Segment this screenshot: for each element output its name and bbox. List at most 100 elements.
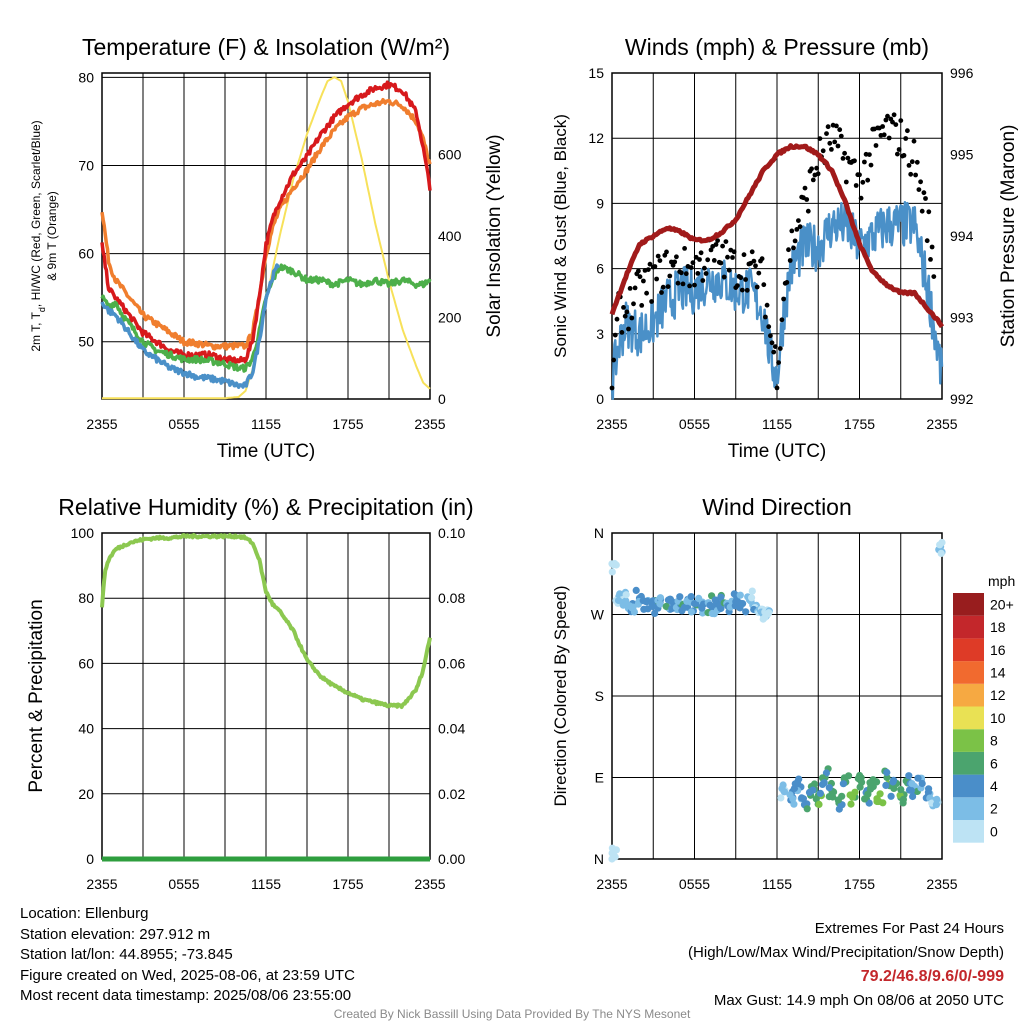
temp-left-tick-label: 50 [78, 334, 94, 350]
gust-point [622, 313, 628, 319]
extremes-title: Extremes For Past 24 Hours [814, 920, 1004, 937]
wind-direction-point [803, 805, 811, 813]
pressure-right-tick-label: 994 [950, 228, 974, 244]
gust-point [924, 238, 930, 244]
legend-label: 14 [990, 664, 1006, 680]
gust-point [835, 143, 841, 149]
temp-series-2m-t [100, 80, 432, 365]
gust-point [873, 143, 879, 148]
gust-point [636, 268, 641, 274]
wind-y-axis-label: Sonic Wind & Gust (Blue, Black) [551, 114, 570, 358]
temp-y-axis-label: 2m T, Td, HI/WC (Red, Green, Scarlet/Blu… [29, 120, 47, 351]
wind-direction-point [748, 587, 756, 595]
gust-point [838, 133, 844, 139]
gust-point [713, 242, 719, 247]
gust-point [834, 123, 839, 129]
gust-point [761, 282, 767, 288]
gust-point [843, 179, 849, 185]
temp-x-tick-label: 0555 [168, 416, 199, 432]
wind-direction-point [812, 795, 820, 803]
wind-direction-point [840, 774, 848, 782]
gust-point [774, 385, 780, 391]
legend-label: 10 [990, 710, 1006, 726]
rh-y-axis-label: Percent & Precipitation [26, 599, 47, 792]
gust-point [637, 274, 643, 280]
gust-point [756, 270, 762, 276]
gust-point [621, 305, 626, 310]
rh-x-tick-label: 1755 [332, 876, 363, 892]
max-gust-text: Max Gust: 14.9 mph On 08/06 at 2050 UTC [713, 992, 1004, 1009]
gust-point [674, 254, 679, 260]
gust-point [810, 177, 816, 183]
gust-point [763, 314, 768, 320]
station-info: Location: Ellenburg Station elevation: 2… [20, 904, 355, 1007]
legend-swatch [953, 593, 984, 616]
dir-x-tick-label: 2355 [596, 876, 627, 892]
wind-direction-point [875, 797, 883, 806]
gust-point [805, 208, 811, 214]
rh-x-tick-label: 0555 [168, 876, 199, 892]
gust-point [702, 265, 707, 271]
gust-point [829, 147, 834, 152]
rh-left-tick-label: 0 [86, 851, 94, 867]
wind-x-tick-label: 1155 [762, 416, 792, 432]
wind-direction-point [825, 784, 833, 792]
rh-x-tick-label: 2355 [86, 876, 117, 892]
wind-direction-point [866, 779, 874, 787]
precip-right-tick-label: 0.10 [438, 525, 465, 541]
gust-point [614, 316, 620, 322]
gust-point [626, 326, 631, 332]
gust-point [824, 131, 829, 137]
gust-point [853, 183, 859, 188]
pressure-right-tick-label: 993 [950, 310, 974, 326]
wind-direction-point [608, 568, 616, 576]
wind-direction-point [882, 781, 890, 790]
gust-point [754, 284, 760, 290]
wind-direction-point [809, 786, 817, 794]
wind-direction-point [777, 794, 785, 802]
gust-point [815, 171, 821, 177]
dir-x-tick-label: 2355 [926, 876, 957, 892]
rh-x-tick-label: 2355 [414, 876, 445, 892]
temp-insolation-right-tick-label: 200 [438, 310, 462, 326]
gust-point [817, 136, 823, 142]
wind-direction-point [933, 795, 941, 804]
wind-direction-point [838, 792, 846, 800]
gust-point [698, 250, 704, 256]
gust-point [794, 227, 800, 232]
gust-point [711, 258, 717, 263]
gust-point [627, 286, 633, 291]
gust-point [611, 357, 616, 363]
gust-point [827, 140, 833, 146]
gust-point [730, 255, 735, 260]
gust-point [898, 118, 904, 123]
gust-point [647, 261, 653, 267]
gust-point [768, 333, 773, 339]
gust-point [631, 301, 636, 307]
gust-point [867, 152, 872, 158]
gust-point [659, 290, 664, 295]
gust-point [908, 171, 914, 177]
wind-direction-point [887, 792, 895, 800]
dir-y-axis-label: Direction (Colored By Speed) [551, 585, 570, 806]
wind-direction-point [816, 789, 825, 798]
wind-x-axis-label: Time (UTC) [728, 441, 827, 462]
legend-label: 2 [990, 801, 998, 817]
gust-point [914, 159, 920, 165]
legend-swatch [953, 797, 984, 820]
wind-direction-point [748, 594, 756, 602]
wind-direction-point [799, 795, 808, 803]
gust-point [772, 344, 778, 349]
gust-point [741, 252, 747, 258]
gust-point [660, 284, 666, 290]
location-text: Location: Ellenburg [20, 905, 149, 922]
gust-point [718, 260, 724, 266]
pressure-right-tick-label: 995 [950, 147, 974, 163]
temp-y-axis-label-line2: & 9m T (Orange) [45, 191, 59, 281]
temp-title: Temperature (F) & Insolation (W/m²) [82, 34, 450, 60]
gust-point [814, 165, 819, 171]
wind-direction-point [822, 769, 831, 777]
extremes-subtitle: (High/Low/Max Wind/Precipitation/Snow De… [688, 944, 1004, 961]
gust-point [649, 299, 654, 304]
